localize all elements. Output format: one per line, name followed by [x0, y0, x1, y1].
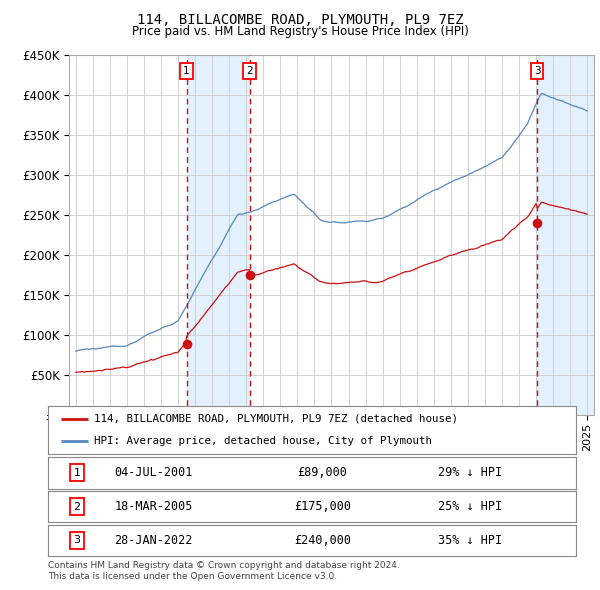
Text: Contains HM Land Registry data © Crown copyright and database right 2024.: Contains HM Land Registry data © Crown c…	[48, 560, 400, 569]
Text: 2: 2	[73, 502, 80, 512]
Text: 114, BILLACOMBE ROAD, PLYMOUTH, PL9 7EZ (detached house): 114, BILLACOMBE ROAD, PLYMOUTH, PL9 7EZ …	[94, 414, 458, 424]
Text: 04-JUL-2001: 04-JUL-2001	[115, 466, 193, 480]
Text: 29% ↓ HPI: 29% ↓ HPI	[439, 466, 502, 480]
Text: 2: 2	[247, 66, 253, 76]
Text: 18-MAR-2005: 18-MAR-2005	[115, 500, 193, 513]
Text: Price paid vs. HM Land Registry's House Price Index (HPI): Price paid vs. HM Land Registry's House …	[131, 25, 469, 38]
Text: 1: 1	[74, 468, 80, 478]
Bar	[187, 55, 250, 415]
Text: 25% ↓ HPI: 25% ↓ HPI	[439, 500, 502, 513]
Text: 1: 1	[184, 66, 190, 76]
Text: This data is licensed under the Open Government Licence v3.0.: This data is licensed under the Open Gov…	[48, 572, 337, 581]
Text: HPI: Average price, detached house, City of Plymouth: HPI: Average price, detached house, City…	[94, 436, 433, 446]
Text: £175,000: £175,000	[294, 500, 351, 513]
Text: £240,000: £240,000	[294, 533, 351, 547]
Text: 3: 3	[74, 535, 80, 545]
Bar	[537, 55, 594, 415]
Text: 3: 3	[534, 66, 541, 76]
Text: 35% ↓ HPI: 35% ↓ HPI	[439, 533, 502, 547]
Text: 28-JAN-2022: 28-JAN-2022	[115, 533, 193, 547]
Text: 114, BILLACOMBE ROAD, PLYMOUTH, PL9 7EZ: 114, BILLACOMBE ROAD, PLYMOUTH, PL9 7EZ	[137, 13, 463, 27]
Text: £89,000: £89,000	[298, 466, 347, 480]
